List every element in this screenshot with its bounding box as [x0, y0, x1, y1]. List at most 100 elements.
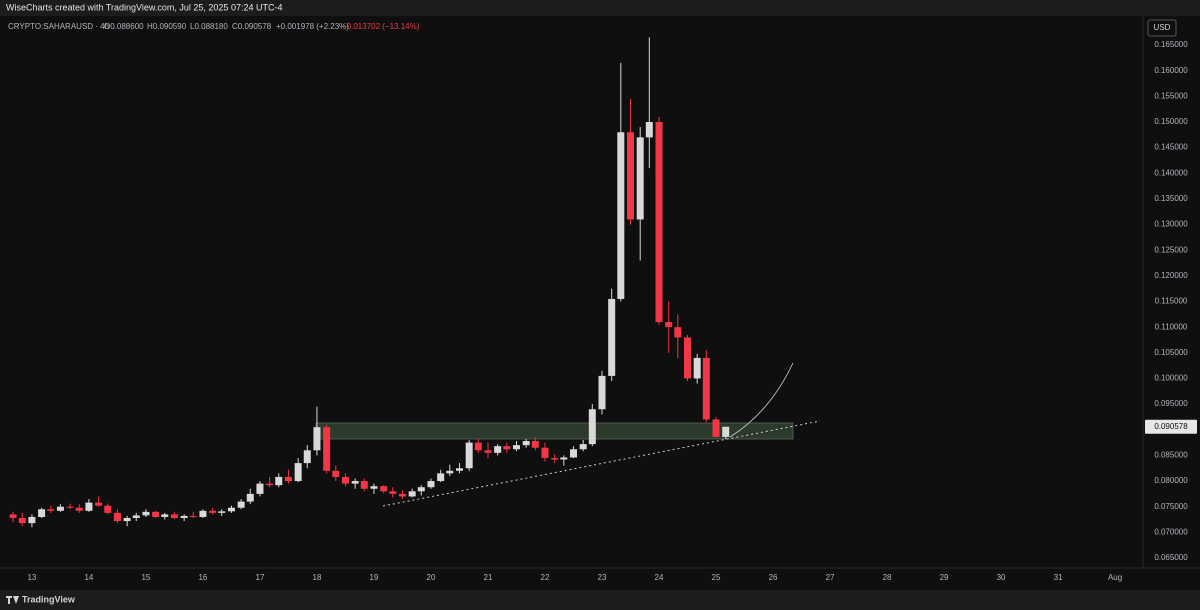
candle-body — [284, 476, 292, 482]
candle-body — [266, 483, 274, 486]
candle-body — [9, 514, 17, 518]
footer-bar — [0, 590, 1200, 610]
x-tick-label: 16 — [198, 573, 207, 582]
x-tick-label: 13 — [27, 573, 36, 582]
candle-body — [560, 457, 568, 460]
x-tick-label: 17 — [256, 573, 265, 582]
y-tick-label: 0.135000 — [1154, 194, 1188, 203]
candle-body — [132, 515, 140, 518]
candle-body — [512, 445, 520, 450]
currency: USD — [1154, 23, 1171, 32]
candle-body — [541, 447, 549, 458]
candle-body — [588, 409, 596, 445]
candle-body — [712, 419, 720, 437]
candle-body — [209, 510, 217, 513]
candle-body — [408, 491, 416, 497]
candle-body — [294, 463, 302, 482]
candle-body — [95, 502, 103, 506]
projection-curve — [729, 362, 794, 438]
candle-body — [152, 511, 160, 517]
candle-body — [417, 487, 425, 492]
y-tick-label: 0.065000 — [1154, 553, 1188, 562]
candle-body — [56, 506, 64, 511]
change: +0.001978 (+2.23%) — [276, 22, 349, 31]
x-tick-label: 22 — [541, 573, 550, 582]
y-tick-label: 0.105000 — [1154, 348, 1188, 357]
x-tick-label: Aug — [1108, 573, 1122, 582]
brand-logo — [6, 596, 19, 604]
x-tick-label: 26 — [769, 573, 778, 582]
candle-body — [608, 298, 616, 376]
candle-body — [579, 444, 587, 450]
y-tick-label: 0.165000 — [1154, 40, 1188, 49]
candle-body — [303, 450, 311, 464]
y-tick-label: 0.150000 — [1154, 117, 1188, 126]
ohlc-high: H0.090590 — [147, 22, 187, 31]
y-tick-label: 0.160000 — [1154, 66, 1188, 75]
watermark: WiseCharts created with TradingView.com,… — [6, 2, 282, 12]
y-tick-label: 0.110000 — [1155, 322, 1188, 331]
candle-body — [427, 481, 435, 488]
candle-body — [161, 514, 169, 517]
y-tick-label: 0.125000 — [1154, 245, 1188, 254]
x-tick-label: 29 — [940, 573, 949, 582]
candle-body — [598, 375, 606, 410]
candle-body — [627, 132, 635, 220]
candle-body — [693, 357, 701, 379]
candle-body — [722, 426, 730, 437]
candle-body — [170, 514, 178, 518]
candle-body — [123, 517, 131, 522]
candle-body — [474, 442, 482, 451]
top-bar — [0, 0, 1200, 16]
change-red: −0.013702 (−13.14%) — [342, 22, 420, 31]
candle-body — [113, 512, 121, 522]
y-tick-label: 0.070000 — [1154, 527, 1188, 536]
candle-body — [332, 470, 340, 477]
y-tick-label: 0.130000 — [1154, 220, 1188, 229]
candle-body — [18, 517, 26, 524]
candle-body — [702, 357, 710, 420]
candle-body — [684, 337, 692, 379]
candle-body — [351, 481, 359, 484]
y-tick-label: 0.115000 — [1155, 297, 1188, 306]
candle-body — [142, 511, 150, 516]
candle-body — [360, 481, 368, 489]
brand: TradingView — [22, 594, 76, 604]
candle-body — [218, 511, 226, 513]
candle-body — [665, 322, 673, 328]
ohlc-open: O0.088600 — [104, 22, 144, 31]
x-tick-label: 20 — [427, 573, 436, 582]
candle-body — [398, 493, 406, 497]
candle-body — [569, 449, 577, 458]
y-tick-label: 0.075000 — [1154, 502, 1188, 511]
candle-body — [275, 476, 283, 486]
candle-body — [28, 516, 36, 524]
candle-body — [227, 507, 235, 512]
candle-body — [380, 486, 388, 492]
candle-body — [85, 502, 93, 511]
ohlc-close: C0.090578 — [232, 22, 272, 31]
x-tick-label: 21 — [484, 573, 493, 582]
candle-body — [237, 501, 245, 508]
candle-body — [66, 506, 74, 508]
candle-body — [437, 473, 445, 482]
candle-body — [246, 493, 254, 502]
price-axis — [1143, 16, 1200, 568]
y-tick-label: 0.145000 — [1154, 143, 1188, 152]
candle-body — [256, 483, 264, 494]
last-price: 0.090578 — [1154, 422, 1188, 431]
candle-body — [446, 470, 454, 474]
candle-body — [655, 121, 663, 323]
x-tick-label: 19 — [370, 573, 379, 582]
candle-body — [522, 441, 530, 446]
x-tick-label: 30 — [997, 573, 1006, 582]
ohlc-low: L0.088180 — [190, 22, 228, 31]
x-tick-label: 15 — [141, 573, 150, 582]
currency-box[interactable] — [1147, 19, 1177, 37]
x-tick-label: 31 — [1054, 573, 1063, 582]
candle-body — [47, 509, 55, 511]
candle-body — [189, 515, 197, 517]
